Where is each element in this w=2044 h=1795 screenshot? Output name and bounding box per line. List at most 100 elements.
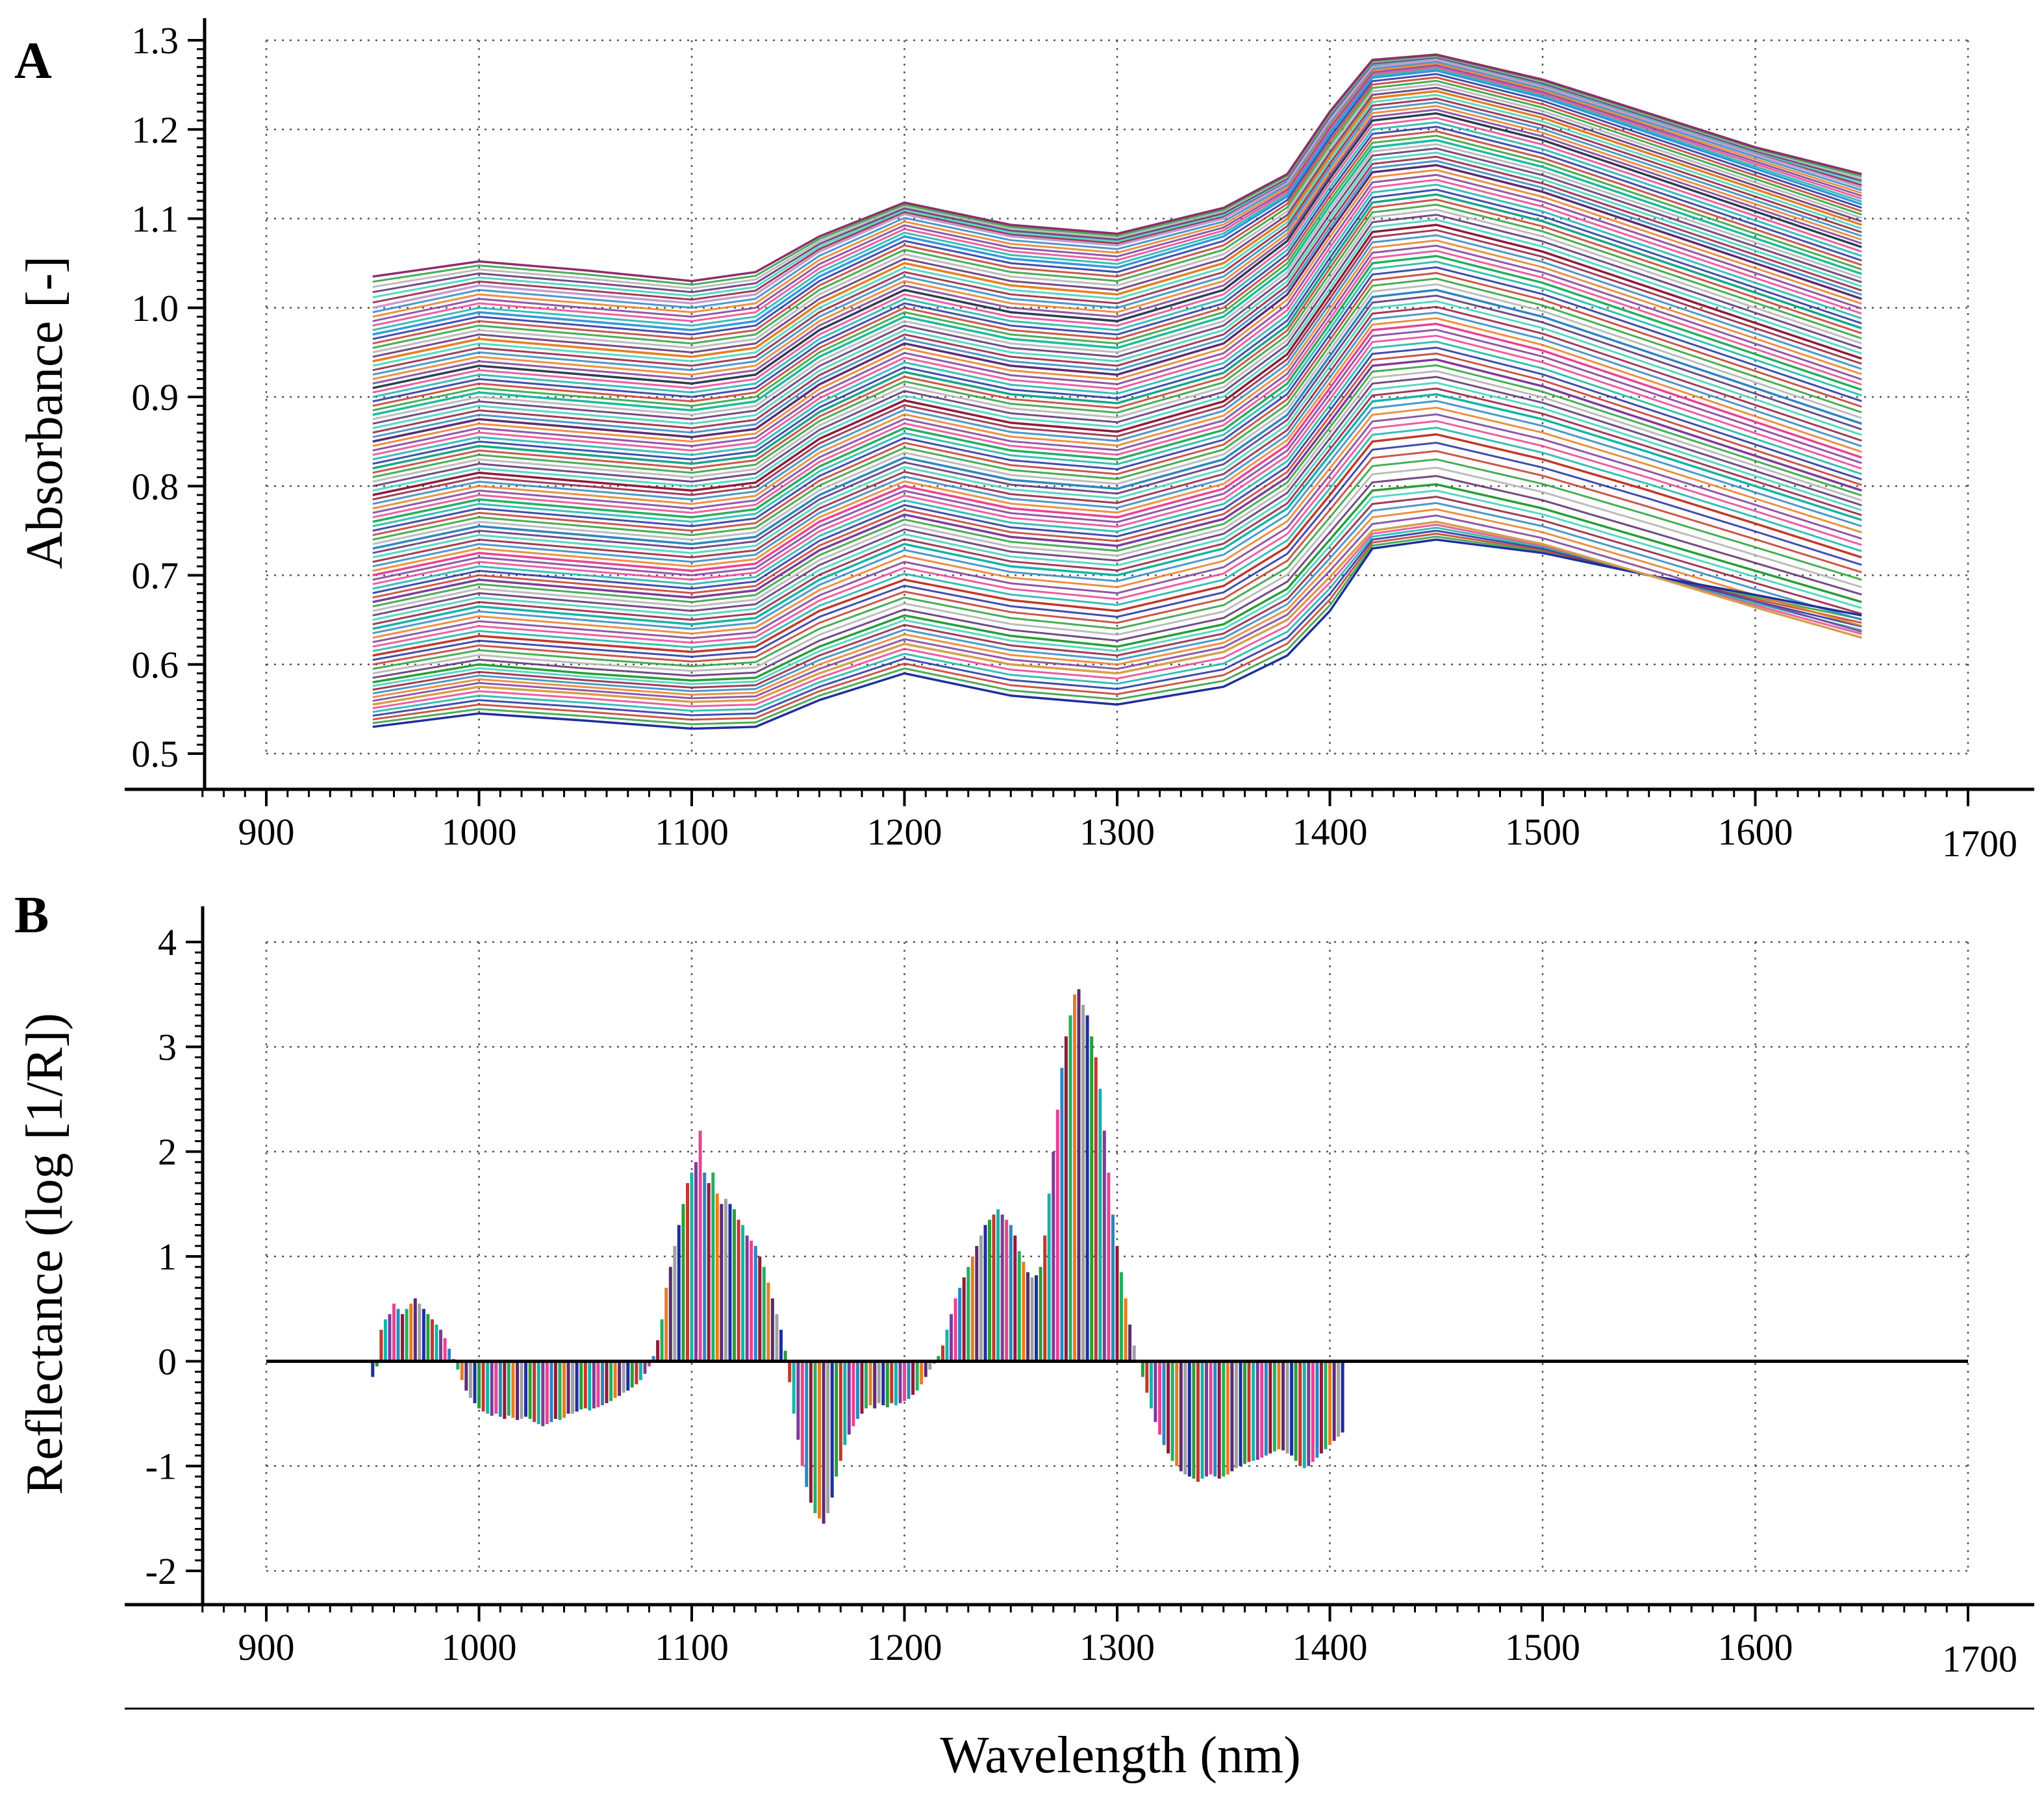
spectrum-line	[372, 483, 1862, 683]
y-tick-label: 1.2	[132, 108, 179, 151]
spectrum-line	[372, 203, 1862, 478]
x-tick-label: 1700	[1942, 1638, 2017, 1680]
spectrum-line	[372, 62, 1862, 318]
spectrum-line	[372, 441, 1862, 661]
spectrum-line	[372, 266, 1862, 532]
spectrum-line	[372, 244, 1862, 514]
x-tick-label: 900	[238, 1626, 295, 1668]
spectrum-line	[372, 288, 1862, 550]
spectrum-line	[372, 234, 1862, 505]
spectrum-line	[372, 381, 1862, 621]
spectrum-line	[372, 66, 1862, 327]
spectrum-line	[372, 183, 1862, 461]
y-tick-label: 0.5	[132, 733, 179, 775]
spectrum-line	[372, 400, 1862, 635]
x-tick-label: 1400	[1293, 1626, 1368, 1668]
panel-a-letter: A	[14, 32, 52, 90]
panel-b-reflectance-chart: B Reflectance (log [1/R]) -2 -1 0 1 2 3 4 900 1…	[14, 887, 2034, 1680]
y-tick-label: -2	[145, 1550, 177, 1592]
spectrum-line	[372, 55, 1862, 290]
spectrum-line	[372, 364, 1862, 607]
spectrum-line	[372, 169, 1862, 447]
x-tick-label: 1300	[1079, 1626, 1155, 1668]
y-tick-label: 0.9	[132, 376, 179, 418]
spectrum-line	[372, 54, 1862, 286]
spectrum-line	[372, 305, 1862, 563]
spectrum-line	[372, 53, 1862, 283]
x-tick-label: 1200	[867, 1626, 942, 1668]
spectrum-line	[372, 426, 1862, 652]
panel-a-y-axis-title: Absorbance [-]	[16, 256, 73, 569]
spectrum-line	[372, 58, 1862, 304]
spectrum-line	[372, 496, 1862, 691]
spectrum-line	[372, 60, 1862, 314]
x-tick-label: 1600	[1718, 811, 1793, 853]
spectrum-line	[372, 56, 1862, 294]
y-tick-label: 0.8	[132, 465, 179, 507]
spectrum-line	[372, 535, 1862, 726]
spectrum-line	[372, 489, 1862, 687]
y-tick-label: 1	[158, 1236, 177, 1278]
y-tick-label: 3	[158, 1026, 177, 1068]
spectrum-line	[372, 450, 1862, 666]
spectrum-line	[372, 420, 1862, 648]
spectrum-line	[372, 346, 1862, 594]
spectrum-line	[372, 283, 1862, 545]
x-tick-label: 900	[238, 811, 295, 853]
spectrum-line	[372, 90, 1862, 363]
spectrum-line	[372, 73, 1862, 340]
x-tick-label: 1500	[1505, 811, 1580, 853]
panel-b-y-axis-title: Reflectance (log [1/R])	[16, 1013, 73, 1495]
spectrum-line	[372, 520, 1862, 706]
panel-a-y-tick-labels: 0.5 0.6 0.7 0.8 0.9 1.0 1.1 1.2 1.3	[132, 19, 179, 775]
spectrum-line	[372, 97, 1862, 372]
spectrum-line	[372, 387, 1862, 626]
spectrum-line	[372, 223, 1862, 496]
spectrum-line	[372, 198, 1862, 474]
spectrum-line	[372, 255, 1862, 523]
spectrum-line	[372, 514, 1862, 702]
spectrum-line	[372, 300, 1862, 559]
panel-b-y-tick-labels: -2 -1 0 1 2 3 4	[145, 921, 177, 1592]
y-tick-label: 4	[158, 921, 177, 963]
spectrum-line	[372, 147, 1862, 425]
y-tick-label: 1.3	[132, 19, 179, 62]
spectrum-line	[372, 340, 1862, 590]
spectrum-line	[372, 64, 1862, 322]
spectrum-line	[372, 155, 1862, 434]
spectrum-line	[372, 376, 1862, 617]
spectrum-line	[372, 370, 1862, 612]
spectrum-line	[372, 524, 1862, 709]
spectrum-line	[372, 502, 1862, 694]
spectrum-line	[372, 529, 1862, 717]
spectrum-line	[372, 249, 1862, 518]
panel-b-x-tick-labels: 900 1000 1100 1200 1300 1400 1500 1600 1700	[238, 1626, 2018, 1680]
spectrum-line	[372, 466, 1862, 674]
spectrum-line	[372, 406, 1862, 639]
spectrum-line	[372, 69, 1862, 336]
spectrum-line	[372, 125, 1862, 403]
spectrum-line	[372, 393, 1862, 630]
spectrum-line	[372, 261, 1862, 528]
spectrum-line	[372, 322, 1862, 577]
panel-a-absorbance-chart: A Absorbance [-] 0.5 0.6 0.7 0.8 0.9 1.0 1.1 1.…	[14, 18, 2034, 865]
x-tick-label: 1300	[1079, 811, 1155, 853]
spectrum-line	[372, 433, 1862, 657]
spectrum-line	[372, 108, 1862, 385]
spectrum-line	[372, 532, 1862, 721]
spectrum-line	[372, 193, 1862, 470]
spectrum-line	[372, 475, 1862, 679]
spectrum-line	[372, 358, 1862, 604]
x-tick-label: 1100	[655, 1626, 729, 1668]
spectrum-line	[372, 86, 1862, 358]
panel-a-spectra	[372, 53, 1862, 730]
x-tick-label: 1100	[655, 811, 729, 853]
spectrum-line	[372, 151, 1862, 429]
spectrum-line	[372, 335, 1862, 585]
x-tick-label: 1500	[1505, 1626, 1580, 1668]
spectrum-line	[372, 160, 1862, 439]
spectrum-line	[372, 239, 1862, 510]
spectrum-line	[372, 79, 1862, 349]
x-tick-label: 1700	[1942, 822, 2017, 865]
